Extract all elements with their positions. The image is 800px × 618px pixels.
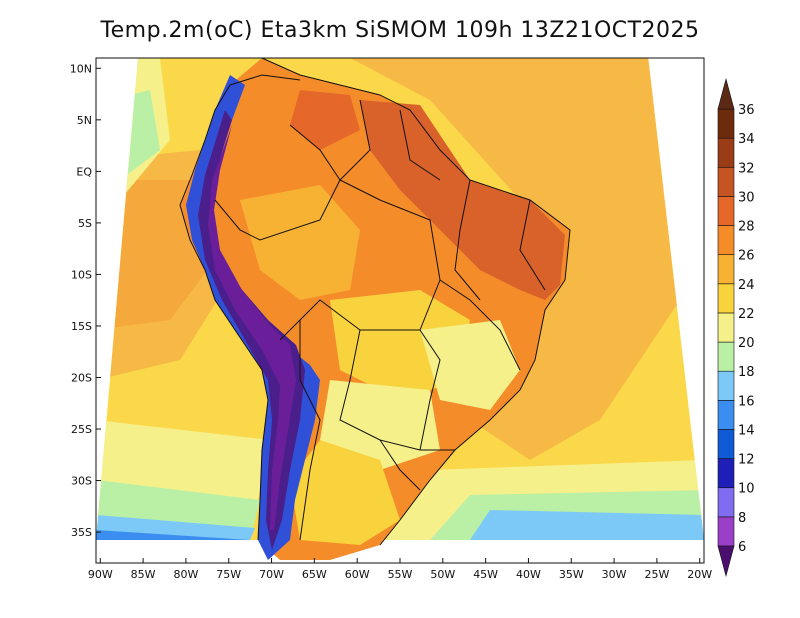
border-brazil-states (439, 279, 521, 371)
colorbar-label: 30 (738, 190, 755, 205)
colorbar-segment (717, 458, 735, 489)
lat-tick-label: 10S (71, 268, 92, 281)
lat-tick-label: 15S (71, 320, 92, 333)
lon-tick-label: 50W (430, 568, 455, 581)
border-guianas (339, 99, 371, 181)
border-brazil-states-ne (519, 199, 546, 291)
lon-tick-label: 80W (173, 568, 198, 581)
lon-tick-label: 75W (216, 568, 241, 581)
colorbar-label: 34 (738, 132, 755, 147)
south-america-land (180, 58, 570, 560)
colorbar-segment (717, 283, 735, 314)
colorbar-segment (717, 225, 735, 255)
lon-tick-label: 55W (388, 568, 413, 581)
colorbar-label: 6 (738, 540, 746, 555)
colorbar-label: 8 (738, 511, 746, 526)
coastline-pacific (179, 84, 269, 541)
lat-tick-label: 20S (71, 371, 92, 384)
latitude-axis: 10N 5N EQ 5S 10S 15S 20S 25S 30S 35S (70, 62, 101, 539)
longitude-axis: 90W 85W 80W 75W 70W 65W 60W 55W 50W 45W 40W 35W 30W 2… (88, 558, 712, 581)
hot-core-north (360, 100, 565, 300)
colorbar-label: 18 (738, 365, 755, 380)
andes-coldest-core (208, 125, 296, 530)
border-uruguay (379, 439, 421, 491)
borders (179, 58, 571, 546)
colorbar-label: 12 (738, 453, 755, 468)
lat-tick-label: 5N (77, 114, 92, 127)
colorbar-label: 14 (738, 423, 755, 438)
lon-tick-label: 70W (259, 568, 284, 581)
colorbar-segment (717, 429, 735, 459)
colorbar-segment (717, 487, 735, 518)
colorbar-segment (717, 137, 735, 168)
border-amapa (399, 109, 441, 181)
lat-tick-label: 30S (71, 475, 92, 488)
colorbar-segment (717, 341, 735, 372)
colorbar-label: 26 (738, 249, 755, 264)
southeast-patch (420, 320, 520, 410)
colorbar: 6 8 10 12 14 16 18 20 22 24 26 28 30 32 34 36 (717, 77, 755, 578)
hot-core-guiana (290, 90, 360, 150)
border-colombia-peru (214, 124, 341, 241)
lon-tick-label: 25W (644, 568, 669, 581)
lon-tick-label: 35W (559, 568, 584, 581)
lon-tick-label: 60W (345, 568, 370, 581)
lon-tick-label: 30W (602, 568, 627, 581)
lat-tick-label: 35S (71, 526, 92, 539)
colorbar-label: 28 (738, 220, 755, 235)
lat-tick-label: EQ (76, 165, 92, 178)
lon-tick-label: 20W (687, 568, 712, 581)
colorbar-segment (717, 400, 735, 430)
lon-tick-label: 45W (473, 568, 498, 581)
southern-cone-patch (290, 440, 400, 545)
colorbar-segment (717, 196, 735, 226)
atlantic-south-cold (470, 510, 704, 540)
colorbar-label: 24 (738, 278, 755, 293)
colorbar-label: 10 (738, 482, 755, 497)
interior-warm-patch (240, 185, 360, 300)
lon-tick-label: 65W (302, 568, 327, 581)
lon-tick-label: 40W (516, 568, 541, 581)
border-argentina-brazil (339, 329, 455, 451)
colorbar-segment (717, 166, 735, 197)
colorbar-max-arrow (717, 77, 735, 110)
colorbar-segment (717, 370, 735, 401)
colorbar-segment (717, 312, 735, 343)
colorbar-label: 32 (738, 161, 755, 176)
border-brazil-states-north (454, 179, 481, 301)
lon-tick-label: 90W (88, 568, 113, 581)
lat-tick-label: 10N (70, 62, 92, 75)
border-venezuela-colombia (229, 74, 301, 86)
colorbar-label: 22 (738, 307, 755, 322)
lat-tick-label: 25S (71, 423, 92, 436)
colorbar-label: 16 (738, 394, 755, 409)
colorbar-min-arrow (717, 545, 735, 578)
border-chile-argentina (299, 320, 321, 541)
lon-tick-label: 85W (131, 568, 156, 581)
border-brazil-south (419, 329, 441, 451)
lat-tick-label: 5S (78, 217, 92, 230)
colorbar-segment (717, 254, 735, 285)
colorbar-segment (717, 108, 735, 139)
pacific-south-coldest (96, 530, 250, 540)
coastline-atlantic (261, 58, 571, 546)
colorbar-segment (717, 516, 735, 547)
map-title: Temp.2m(oC) Eta3km SiSMOM 109h 13Z21OCT2… (100, 18, 700, 43)
colorbar-label: 20 (738, 336, 755, 351)
colorbar-label: 36 (738, 103, 755, 118)
